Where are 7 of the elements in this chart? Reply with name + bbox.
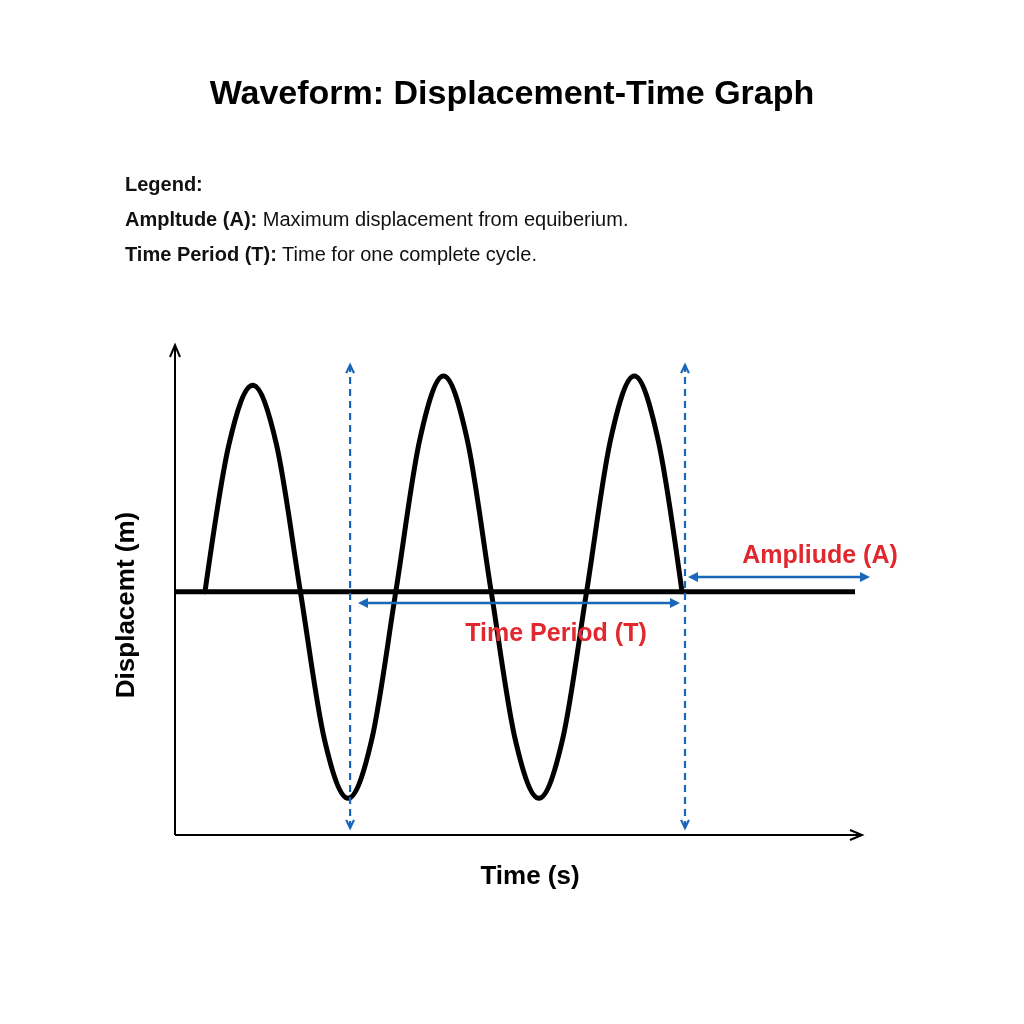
text: Ampltude (A): Maximum displacement from equiberium. bbox=[125, 208, 629, 230]
text: Ampliude (A) bbox=[742, 540, 898, 568]
y-axis-title: Displacemt (m) bbox=[110, 511, 140, 699]
text: Time Period (T): Time for one complete cycle. bbox=[125, 243, 537, 265]
chart-title: Waveform: Displacement-Time Graph bbox=[209, 73, 815, 111]
text: Legend: bbox=[125, 173, 203, 195]
x-axis-title: Time (s) bbox=[480, 860, 580, 890]
